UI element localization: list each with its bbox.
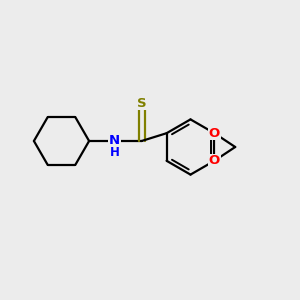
Text: O: O: [209, 154, 220, 167]
Text: O: O: [209, 127, 220, 140]
Text: N: N: [109, 134, 120, 148]
Text: H: H: [110, 146, 119, 159]
Text: S: S: [137, 97, 146, 110]
